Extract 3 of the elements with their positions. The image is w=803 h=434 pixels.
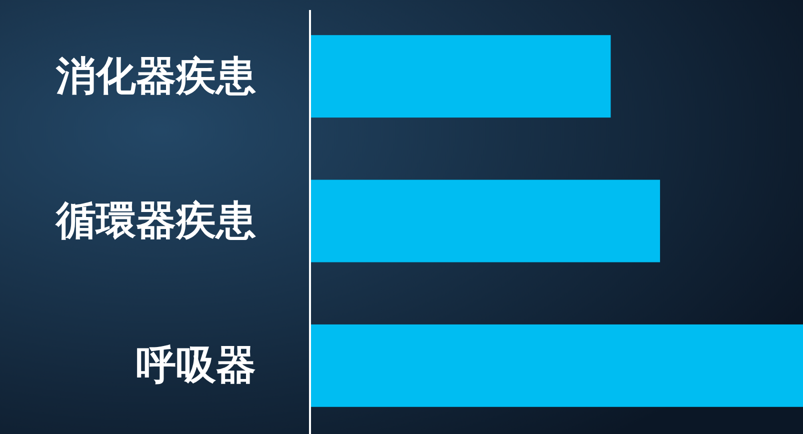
y-tick-label: 呼吸器 xyxy=(136,342,256,389)
y-tick-label: 循環器疾患 xyxy=(55,198,256,244)
y-tick-label: 消化器疾患 xyxy=(55,53,256,100)
